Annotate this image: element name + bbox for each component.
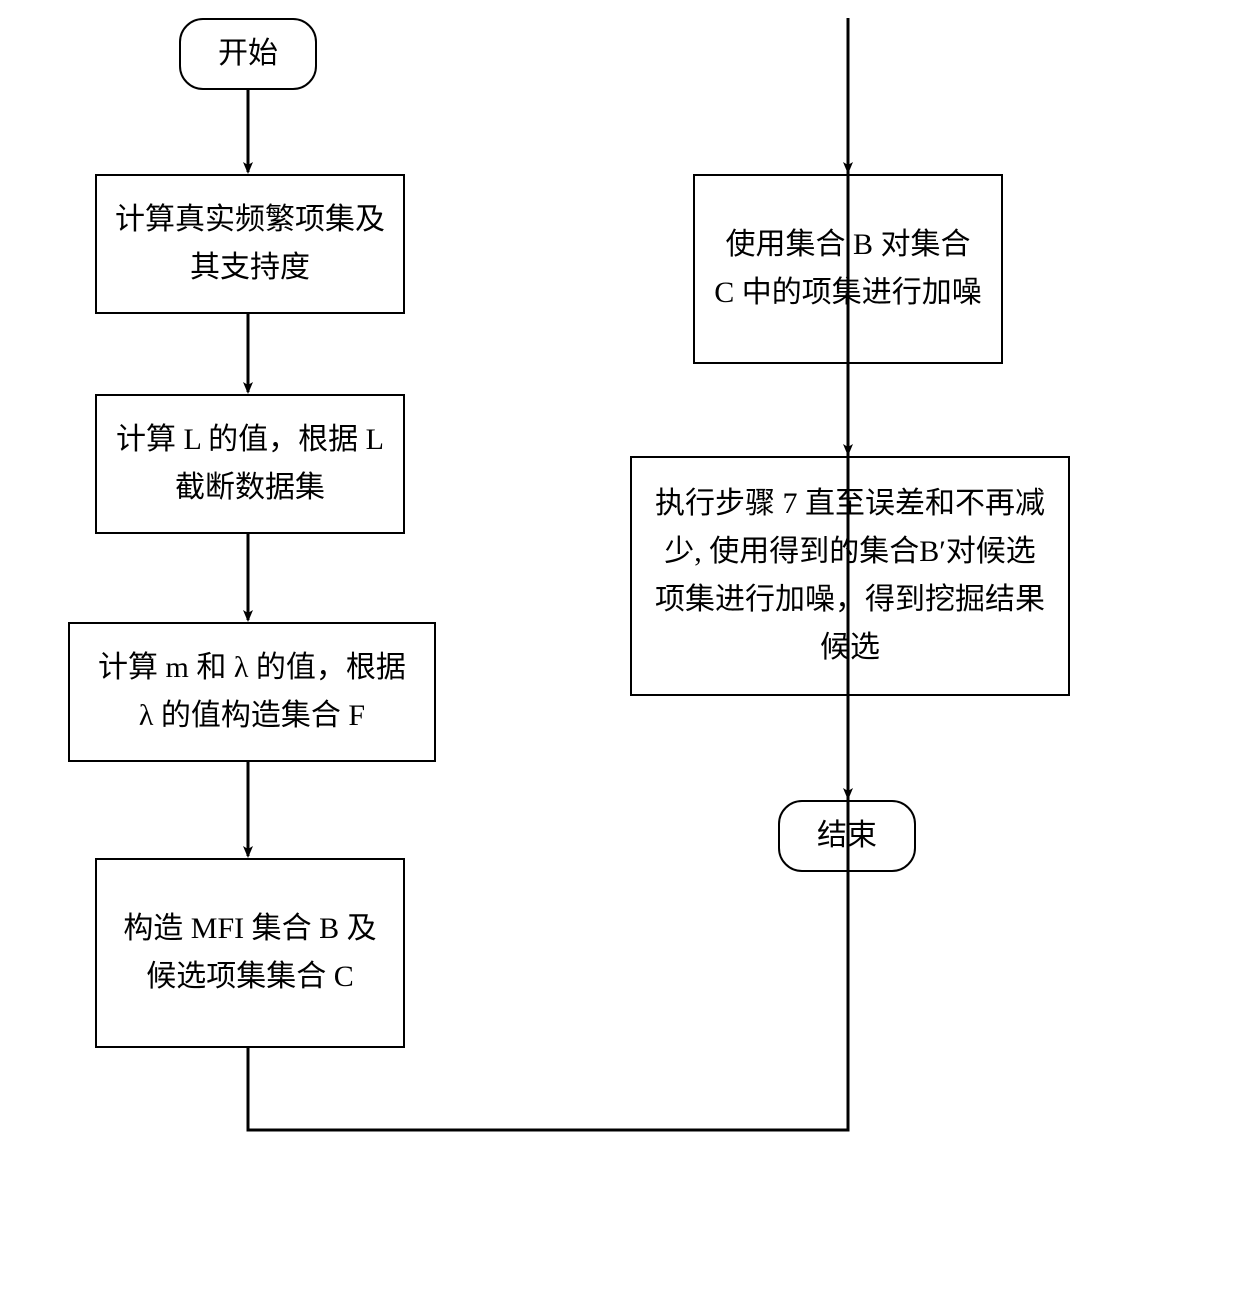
flow-node-label: 计算 m 和 λ 的值，根据 λ 的值构造集合 F: [88, 644, 416, 740]
flow-node-start: 开始: [179, 18, 317, 90]
flow-node-step6: 执行步骤 7 直至误差和不再减少, 使用得到的集合B′对候选项集进行加噪，得到挖…: [630, 456, 1070, 696]
flow-node-step3: 计算 m 和 λ 的值，根据 λ 的值构造集合 F: [68, 622, 436, 762]
flow-node-step5: 使用集合 B 对集合 C 中的项集进行加噪: [693, 174, 1003, 364]
flow-node-end: 结束: [778, 800, 916, 872]
flow-node-step1: 计算真实频繁项集及其支持度: [95, 174, 405, 314]
flow-node-label: 执行步骤 7 直至误差和不再减少, 使用得到的集合B′对候选项集进行加噪，得到挖…: [650, 480, 1050, 672]
flow-node-label: 使用集合 B 对集合 C 中的项集进行加噪: [713, 221, 983, 317]
flow-node-step4: 构造 MFI 集合 B 及候选项集集合 C: [95, 858, 405, 1048]
flow-node-step2: 计算 L 的值，根据 L 截断数据集: [95, 394, 405, 534]
flow-node-label: 开始: [218, 30, 278, 78]
flow-node-label: 计算真实频繁项集及其支持度: [115, 196, 385, 292]
flow-node-label: 计算 L 的值，根据 L 截断数据集: [115, 416, 385, 512]
flow-node-label: 构造 MFI 集合 B 及候选项集集合 C: [115, 905, 385, 1001]
flow-node-label: 结束: [817, 812, 877, 860]
